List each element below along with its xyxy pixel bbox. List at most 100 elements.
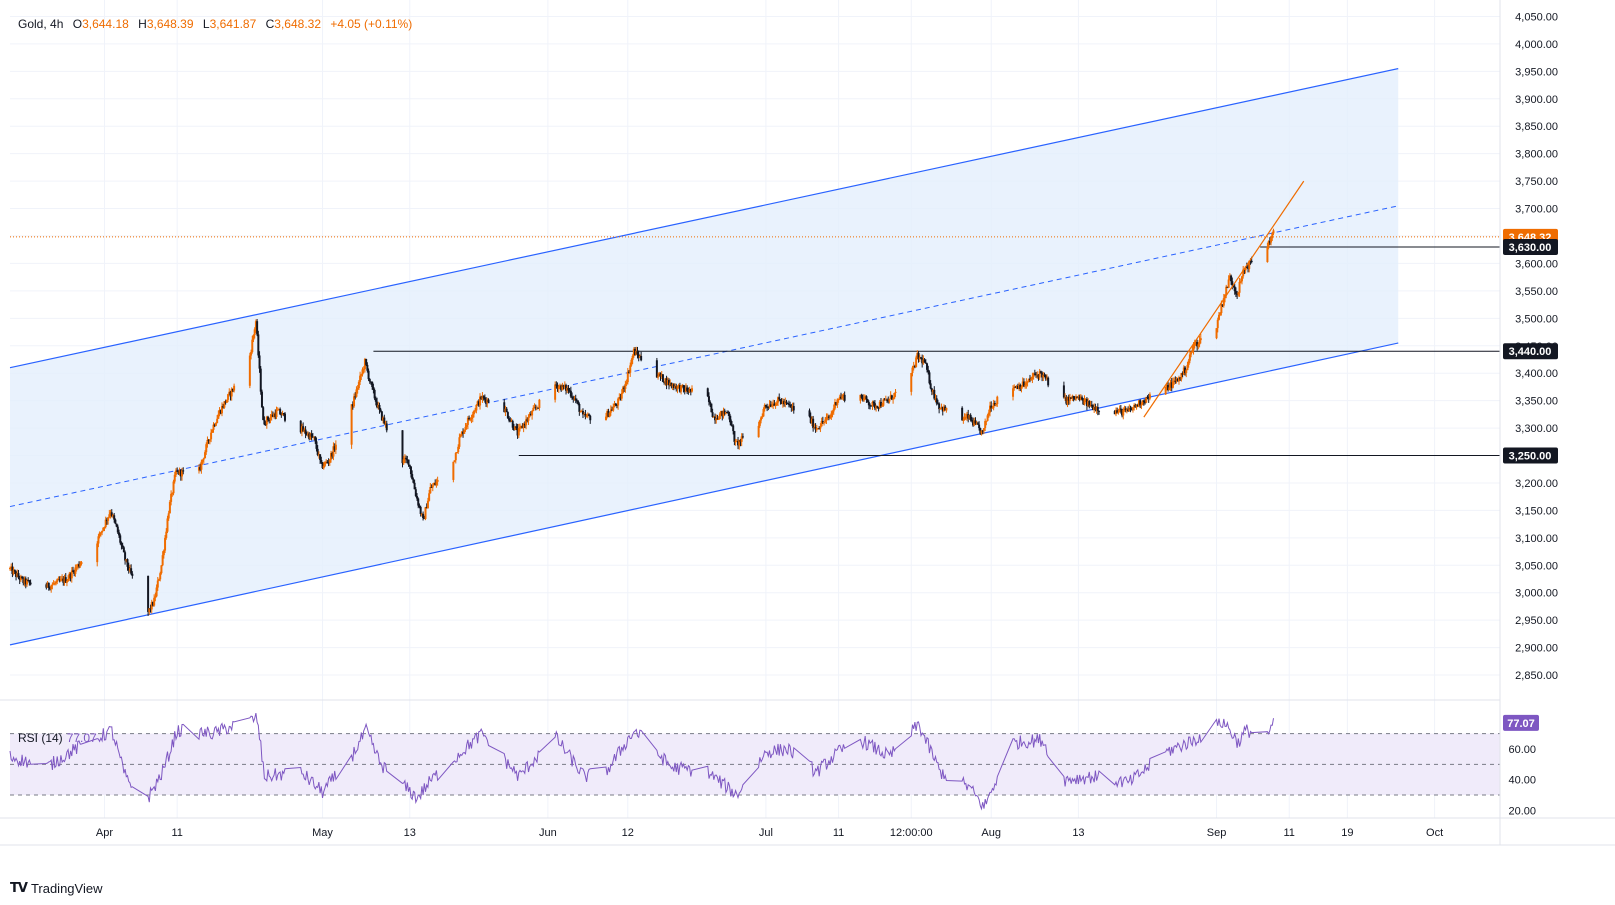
candle-body: [824, 419, 827, 422]
candle-body: [121, 545, 124, 548]
candle-body: [365, 359, 368, 365]
candle-body: [1222, 298, 1225, 306]
candle-body: [1025, 382, 1028, 386]
candle-body: [1093, 407, 1096, 410]
candle-body: [420, 513, 423, 515]
candle-body: [1015, 385, 1018, 388]
tradingview-footer[interactable]: 𝗧𝗩 TradingView: [10, 880, 102, 896]
candle-body: [1191, 350, 1194, 353]
candle-body: [1192, 345, 1195, 351]
candle-body: [9, 567, 11, 569]
candle-body: [76, 564, 79, 568]
candle-body: [1240, 276, 1243, 282]
candle-body: [334, 444, 337, 450]
candle-body: [171, 493, 174, 495]
candle-body: [969, 414, 972, 420]
candle-body: [558, 385, 561, 387]
rsi-pane: [9, 712, 1500, 811]
candle-body: [769, 404, 772, 407]
candle-body: [268, 419, 271, 421]
candle-body: [48, 587, 51, 590]
tradingview-logo-icon: 𝗧𝗩: [10, 880, 28, 895]
candle-body: [113, 515, 116, 520]
candle-body: [477, 401, 480, 406]
candle-body: [80, 562, 83, 565]
candle-body: [483, 397, 486, 400]
candle-body: [678, 385, 681, 392]
candle-body: [98, 532, 101, 537]
candle-body: [378, 404, 381, 410]
candle-body: [1078, 396, 1081, 400]
candle-body: [56, 579, 59, 582]
candle-body: [372, 386, 375, 390]
candle-body: [510, 420, 513, 422]
candle-body: [202, 458, 205, 460]
price-tick-label: 2,850.00: [1515, 670, 1558, 682]
candle-body: [131, 573, 134, 576]
candle-body: [632, 348, 635, 356]
candle-body: [481, 396, 484, 400]
candle-body: [97, 536, 100, 544]
candle-body: [1070, 397, 1073, 399]
candlestick-series: [9, 228, 1275, 616]
candle-body: [525, 419, 528, 426]
candle-body: [155, 587, 158, 597]
candle-body: [479, 396, 482, 406]
candle-body: [199, 467, 202, 470]
candle-body: [1121, 409, 1124, 416]
candle-body: [816, 428, 819, 430]
candle-body: [815, 428, 818, 430]
candle-body: [327, 462, 330, 464]
candle-body: [661, 374, 664, 382]
candle-body: [160, 565, 163, 574]
candle-body: [432, 483, 435, 486]
candle-body: [280, 414, 283, 416]
price-tick-label: 3,600.00: [1515, 258, 1558, 270]
candle-body: [458, 437, 461, 447]
candle-body: [154, 596, 157, 598]
low-label: L: [202, 17, 210, 31]
candle-body: [922, 359, 925, 364]
candle-body: [102, 527, 105, 531]
candle-body: [972, 421, 975, 426]
candle-body: [181, 470, 184, 477]
candle-body: [53, 583, 56, 585]
candle-body: [989, 405, 992, 413]
candle-body: [882, 399, 885, 406]
candle-body: [935, 398, 938, 404]
rsi-line: [9, 712, 1274, 811]
candle-body: [103, 527, 106, 529]
candle-body: [456, 452, 458, 454]
candle-body: [1249, 260, 1252, 262]
rsi-legend[interactable]: RSI (14) 77.07: [18, 731, 97, 745]
candle-body: [78, 564, 81, 567]
candle-body: [912, 366, 915, 368]
candle-body: [1032, 373, 1035, 377]
candle-body: [1028, 378, 1031, 380]
candle-body: [1038, 371, 1041, 378]
candle-body: [534, 407, 537, 409]
candle-body: [787, 403, 790, 405]
candle-body: [809, 416, 812, 423]
candle-body: [1170, 382, 1173, 388]
candle-body: [303, 429, 306, 432]
candle-body: [506, 412, 509, 419]
candle-body: [762, 409, 765, 417]
candle-body: [819, 426, 822, 429]
candle-body: [864, 396, 867, 399]
candle-body: [688, 388, 691, 393]
candle-body: [1047, 377, 1050, 386]
price-tick-label: 3,300.00: [1515, 423, 1558, 435]
candle-body: [978, 424, 981, 429]
symbol-legend[interactable]: Gold, 4h O3,644.18 H3,648.39 L3,641.87 C…: [18, 17, 413, 31]
candle-body: [1124, 408, 1127, 411]
candle-body: [1125, 409, 1128, 411]
candle-body: [728, 413, 731, 420]
candle-body: [1182, 367, 1185, 376]
candle-body: [589, 415, 592, 421]
high-value: 3,648.39: [146, 17, 194, 31]
candle-body: [608, 412, 611, 417]
candle-body: [1041, 372, 1044, 378]
candle-body: [429, 486, 432, 494]
